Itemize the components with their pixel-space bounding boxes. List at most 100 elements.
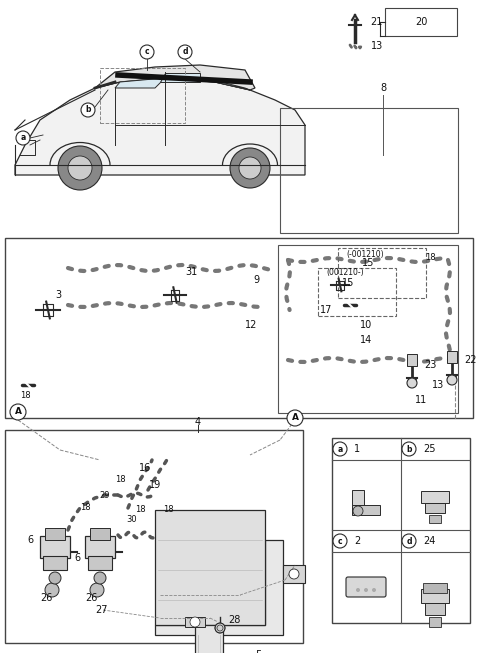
Text: 25: 25 [423, 444, 435, 454]
Bar [88, 556, 112, 570]
Circle shape [356, 588, 360, 592]
Text: 17: 17 [320, 305, 332, 315]
Text: 20: 20 [415, 17, 427, 27]
Circle shape [94, 572, 106, 584]
Text: 18: 18 [115, 475, 125, 485]
Bar [429, 617, 441, 627]
Circle shape [333, 442, 347, 456]
Circle shape [49, 572, 61, 584]
Text: 28: 28 [228, 615, 240, 625]
Text: 12: 12 [245, 320, 257, 330]
FancyBboxPatch shape [346, 577, 386, 597]
Text: 31: 31 [185, 267, 197, 277]
Circle shape [407, 378, 417, 388]
Text: 22: 22 [464, 355, 477, 365]
Bar [407, 354, 417, 366]
Text: A: A [14, 407, 22, 417]
Circle shape [10, 404, 26, 420]
Bar [85, 536, 115, 558]
Circle shape [402, 442, 416, 456]
Circle shape [402, 534, 416, 548]
Text: 21: 21 [370, 17, 383, 27]
Bar [90, 528, 110, 540]
Circle shape [447, 375, 457, 385]
Circle shape [364, 588, 368, 592]
Circle shape [287, 410, 303, 426]
Circle shape [68, 156, 92, 180]
Bar [352, 490, 364, 505]
Bar [429, 515, 441, 523]
Text: b: b [406, 445, 412, 453]
Bar [332, 438, 470, 623]
Bar [100, 68, 185, 123]
Circle shape [289, 569, 299, 579]
Text: d: d [182, 48, 188, 57]
Text: 23: 23 [424, 360, 436, 370]
Polygon shape [155, 540, 283, 635]
Circle shape [45, 583, 59, 597]
Text: 3: 3 [55, 290, 61, 300]
Circle shape [58, 146, 102, 190]
Text: 26: 26 [85, 593, 97, 603]
Text: 10: 10 [360, 320, 372, 330]
Bar [425, 603, 445, 615]
Text: 13: 13 [371, 41, 383, 51]
Text: 18: 18 [163, 505, 173, 515]
Bar [43, 556, 67, 570]
Text: 18: 18 [425, 253, 435, 263]
Text: 18: 18 [20, 390, 31, 400]
Text: 6: 6 [27, 535, 33, 545]
Text: 26: 26 [40, 593, 52, 603]
Text: 13: 13 [432, 380, 444, 390]
Circle shape [140, 45, 154, 59]
Circle shape [90, 583, 104, 597]
Text: A: A [291, 413, 299, 422]
Polygon shape [205, 78, 250, 90]
Bar [318, 268, 396, 316]
Bar [425, 503, 445, 513]
Bar [40, 536, 70, 558]
Text: 15: 15 [362, 258, 374, 268]
Circle shape [333, 534, 347, 548]
Bar [195, 625, 223, 653]
Bar [280, 108, 458, 233]
Text: 29: 29 [100, 490, 110, 500]
Text: 9: 9 [253, 275, 259, 285]
Text: 11: 11 [415, 395, 427, 405]
Circle shape [353, 506, 363, 516]
Bar [5, 238, 473, 418]
Bar [447, 351, 457, 363]
Bar [421, 589, 449, 603]
Circle shape [190, 617, 200, 627]
Text: (001210-): (001210-) [326, 268, 364, 278]
Bar [185, 617, 205, 627]
Text: 2: 2 [354, 536, 360, 546]
Text: 14: 14 [360, 335, 372, 345]
Circle shape [239, 157, 261, 179]
Text: a: a [20, 133, 25, 142]
Circle shape [81, 103, 95, 117]
Text: 4: 4 [195, 417, 201, 427]
Circle shape [178, 45, 192, 59]
Text: 8: 8 [380, 83, 386, 93]
Polygon shape [15, 78, 305, 175]
Polygon shape [115, 78, 165, 88]
Text: 15: 15 [342, 278, 354, 288]
Circle shape [215, 623, 225, 633]
Text: 18: 18 [135, 505, 145, 515]
Text: 27: 27 [95, 605, 108, 615]
Bar [5, 430, 303, 643]
Text: 19: 19 [149, 480, 161, 490]
Bar [283, 565, 305, 583]
Polygon shape [160, 73, 200, 82]
Text: d: d [406, 537, 412, 545]
Text: b: b [85, 106, 91, 114]
Text: (-001210): (-001210) [346, 249, 384, 259]
Circle shape [372, 588, 376, 592]
Bar [278, 245, 458, 413]
Text: 18: 18 [80, 503, 90, 513]
Text: a: a [337, 445, 343, 453]
Bar [45, 528, 65, 540]
Bar [423, 583, 447, 593]
Text: 5: 5 [255, 650, 261, 653]
